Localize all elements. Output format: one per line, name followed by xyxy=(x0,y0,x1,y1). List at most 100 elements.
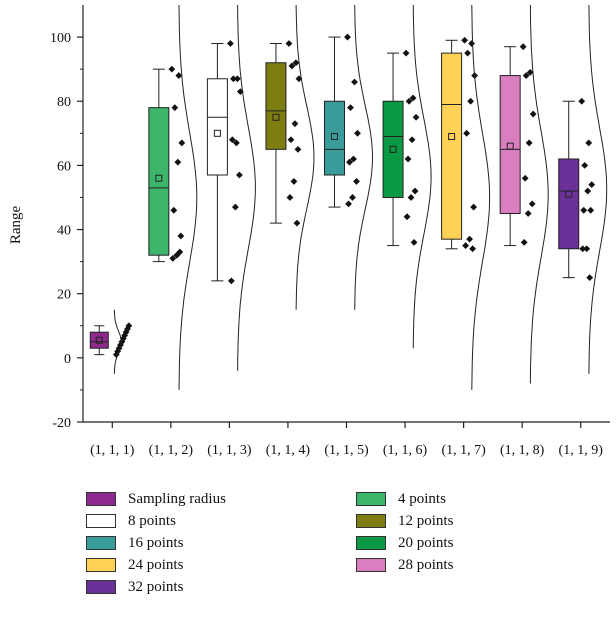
data-point xyxy=(519,43,527,51)
data-point xyxy=(588,181,596,189)
data-point xyxy=(168,65,176,73)
data-point xyxy=(469,245,477,253)
data-point xyxy=(407,194,415,201)
x-tick-label: (1, 1, 9) xyxy=(559,443,604,458)
box-group xyxy=(382,5,432,349)
data-point xyxy=(349,194,356,201)
box xyxy=(558,158,580,250)
box xyxy=(324,100,345,176)
legend-item: 12 points xyxy=(356,512,453,530)
data-point xyxy=(290,178,298,185)
y-tick-label: -20 xyxy=(52,416,71,431)
data-point xyxy=(410,238,418,246)
data-point xyxy=(291,120,299,128)
legend-label: Sampling radius xyxy=(128,490,226,507)
legend-swatch xyxy=(356,492,386,506)
legend-label: 16 points xyxy=(128,534,184,551)
data-point xyxy=(232,139,240,147)
data-point xyxy=(466,235,474,243)
data-point xyxy=(178,139,186,147)
distribution-curve xyxy=(295,4,315,310)
y-tick-label: 60 xyxy=(57,159,71,174)
x-tick-label: (1, 1, 6) xyxy=(383,443,428,458)
box xyxy=(441,52,463,240)
data-point xyxy=(286,194,294,201)
data-point xyxy=(521,174,529,182)
mean-marker xyxy=(506,142,514,150)
box xyxy=(89,331,109,349)
data-point xyxy=(580,206,588,214)
data-point xyxy=(227,277,235,285)
box-group xyxy=(89,309,133,374)
mean-marker xyxy=(95,336,103,344)
data-point xyxy=(345,200,352,208)
y-tick-label: 80 xyxy=(57,95,71,110)
mean-marker xyxy=(155,174,163,182)
data-point xyxy=(467,97,475,105)
legend-swatch xyxy=(86,536,116,550)
data-point xyxy=(583,245,591,253)
data-point xyxy=(233,75,241,83)
data-point xyxy=(293,219,301,227)
x-tick-label: (1, 1, 4) xyxy=(266,443,311,458)
data-point xyxy=(408,136,416,144)
data-point xyxy=(579,245,587,253)
data-point xyxy=(294,145,302,153)
data-point xyxy=(175,72,183,79)
legend-swatch xyxy=(86,514,116,528)
x-tick-label: (1, 1, 5) xyxy=(324,443,369,458)
data-point xyxy=(578,97,586,105)
x-tick-label: (1, 1, 7) xyxy=(441,443,486,458)
mean-marker xyxy=(448,133,456,141)
legend-item: 16 points xyxy=(86,534,183,552)
mean-marker xyxy=(565,190,573,198)
data-point xyxy=(228,136,236,144)
data-point xyxy=(177,232,185,240)
data-point xyxy=(526,68,534,76)
data-point xyxy=(409,94,417,102)
x-tick-label: (1, 1, 8) xyxy=(500,443,545,458)
data-point xyxy=(235,171,243,179)
data-point xyxy=(405,97,413,105)
distribution-curve xyxy=(588,4,608,374)
data-point xyxy=(174,158,182,166)
data-point xyxy=(402,49,410,57)
legend-item: 20 points xyxy=(356,534,453,552)
legend-label: 8 points xyxy=(128,512,176,529)
distribution-curve xyxy=(354,4,374,310)
legend-label: 28 points xyxy=(398,556,454,573)
x-tick-label: (1, 1, 3) xyxy=(207,443,252,458)
x-tick-labels: (1, 1, 1) (1, 1, 2) (1, 1, 3) (1, 1, 4) (1, … xyxy=(90,443,603,458)
data-point xyxy=(125,322,133,330)
legend-label: 20 points xyxy=(398,534,454,551)
data-point xyxy=(581,161,589,169)
data-point xyxy=(404,155,412,163)
x-tick-label: (1, 1, 1) xyxy=(90,443,135,458)
data-point xyxy=(411,187,419,195)
data-point xyxy=(226,40,234,47)
data-point xyxy=(173,251,181,259)
data-point xyxy=(346,158,353,166)
legend-label: 4 points xyxy=(398,490,446,507)
legend-swatch xyxy=(86,492,116,506)
data-point xyxy=(522,72,530,79)
legend-swatch xyxy=(356,536,386,550)
legend-swatch xyxy=(86,558,116,572)
y-axis-title: Range xyxy=(8,206,24,245)
data-point xyxy=(470,203,478,211)
box-group xyxy=(558,4,608,374)
data-point xyxy=(170,206,178,214)
legend-item: 32 points xyxy=(86,578,183,596)
axes: -20 0 20 40 60 80 100 xyxy=(50,5,610,431)
data-point xyxy=(524,210,532,217)
y-tick-label: 0 xyxy=(64,352,71,367)
data-point xyxy=(171,104,179,112)
distribution-curve xyxy=(178,4,198,390)
distribution-curve xyxy=(237,4,256,371)
box-group xyxy=(148,4,198,390)
box-group xyxy=(265,4,315,310)
data-point xyxy=(529,110,537,118)
legend-label: 24 points xyxy=(128,556,184,573)
box-group xyxy=(499,5,549,384)
